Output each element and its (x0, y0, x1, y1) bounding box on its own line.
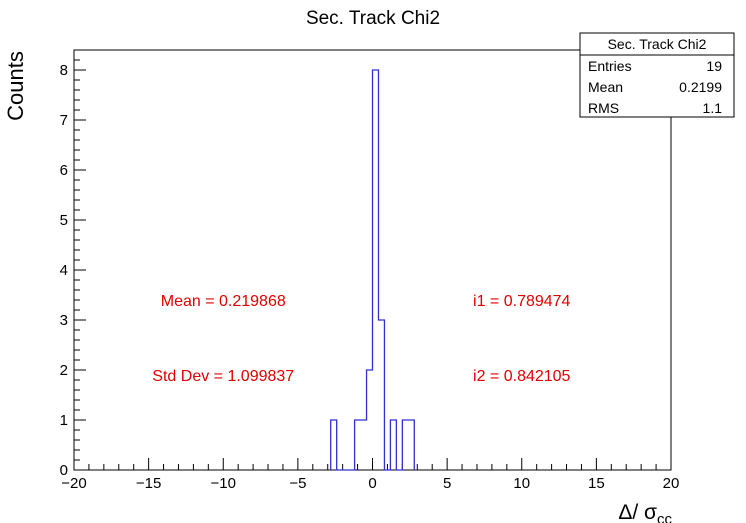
histogram-series (330, 69, 415, 471)
y-tick-label: 2 (60, 362, 68, 379)
x-axis-ticks: −20 −15 −10 −5 0 5 10 15 20 (61, 458, 679, 492)
annotation-text: Std Dev = 1.099837 (152, 368, 294, 385)
x-tick-label: −15 (136, 475, 161, 492)
stats-mean-value: 0.2199 (679, 79, 722, 95)
stats-mean-label: Mean (588, 79, 623, 95)
y-tick-label: 8 (60, 62, 68, 79)
stats-box: Sec. Track Chi2 Entries 19 Mean 0.2199 R… (579, 32, 735, 118)
x-tick-label: −10 (211, 475, 236, 492)
y-tick-label: 7 (60, 112, 68, 129)
x-axis-label: Δ/ σcc (618, 501, 672, 523)
stats-box-title: Sec. Track Chi2 (608, 36, 707, 52)
y-tick-label: 1 (60, 412, 68, 429)
stats-rms-label: RMS (588, 100, 619, 116)
x-tick-label: 10 (513, 475, 530, 492)
annotation-text: i2 = 0.842105 (473, 368, 571, 385)
y-tick-label: 0 (60, 462, 68, 479)
x-axis-label-main: Δ/ σ (618, 501, 657, 523)
x-axis-label-subscript: cc (657, 511, 673, 523)
y-tick-label: 4 (60, 262, 68, 279)
annotation-group: Mean = 0.219868 Std Dev = 1.099837 i1 = 0.… (152, 293, 570, 385)
x-tick-label: 0 (368, 475, 376, 492)
stats-box-frame (579, 32, 735, 118)
stats-rms-value: 1.1 (703, 100, 723, 116)
annotation-text: i1 = 0.789474 (473, 293, 571, 310)
stats-entries-value: 19 (706, 58, 722, 74)
x-tick-label: 20 (663, 475, 680, 492)
x-tick-label: 5 (443, 475, 451, 492)
y-tick-label: 6 (60, 162, 68, 179)
annotation-text: Mean = 0.219868 (161, 293, 286, 310)
y-tick-label: 5 (60, 212, 68, 229)
y-axis-label: Counts (3, 51, 28, 121)
y-tick-label: 3 (60, 312, 68, 329)
x-tick-label: −5 (289, 475, 306, 492)
stats-entries-label: Entries (588, 58, 632, 74)
x-tick-label: 15 (588, 475, 605, 492)
chart-title: Sec. Track Chi2 (306, 8, 440, 29)
x-tick-label: −20 (61, 475, 86, 492)
y-axis-ticks: 0 1 2 3 4 5 6 7 8 (60, 49, 86, 479)
